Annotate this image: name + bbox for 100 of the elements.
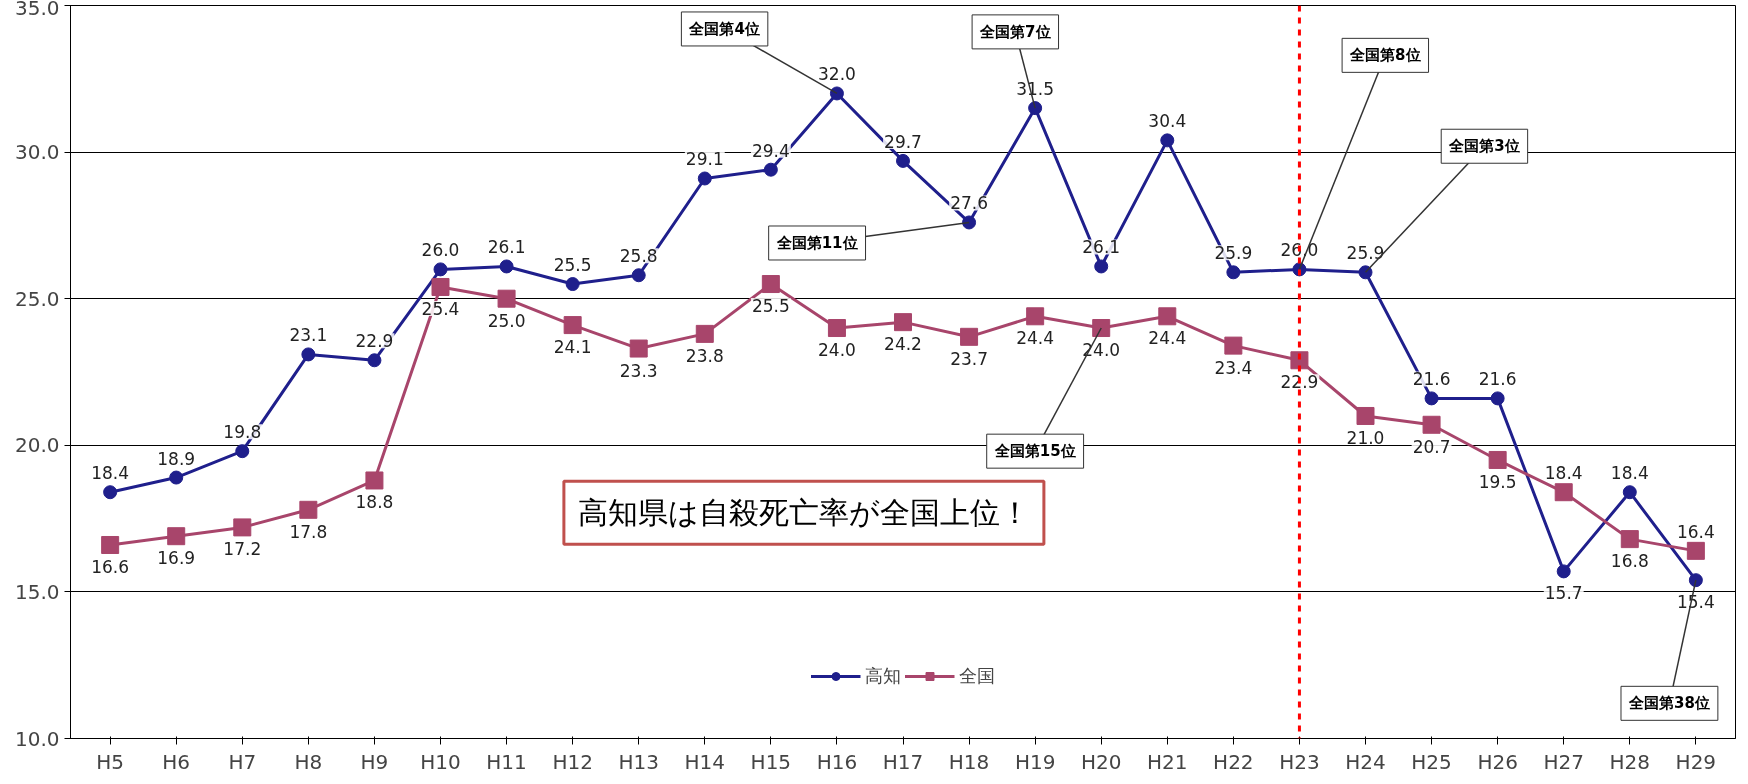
point	[1160, 133, 1175, 148]
point	[695, 324, 714, 343]
annotation: 高知県は自殺死亡率が全国上位！	[577, 495, 1030, 531]
point	[1224, 336, 1243, 355]
point	[499, 259, 514, 274]
data-label: 18.8	[355, 492, 394, 513]
data-label: 15.7	[1544, 583, 1583, 604]
point	[233, 518, 252, 537]
point	[1358, 265, 1373, 280]
x-tick-label: H6	[162, 749, 191, 774]
x-tick-label: H24	[1345, 749, 1386, 774]
data-label: 19.8	[223, 422, 262, 443]
annotation: 全国第38位	[1627, 694, 1710, 713]
data-label: 30.4	[1148, 111, 1187, 132]
data-label: 23.8	[685, 345, 724, 366]
x-tick-label: H25	[1411, 749, 1452, 774]
data-label: 16.4	[1676, 521, 1715, 542]
point	[827, 319, 846, 338]
point	[1422, 415, 1441, 434]
point	[1028, 101, 1043, 116]
point	[103, 485, 118, 500]
point	[167, 527, 186, 546]
legend-label: 高知	[865, 664, 901, 688]
point	[301, 347, 316, 362]
data-label: 24.4	[1016, 328, 1055, 349]
data-label: 18.4	[1544, 463, 1583, 484]
data-label: 26.1	[1082, 237, 1121, 258]
data-label: 20.7	[1412, 436, 1451, 457]
data-label: 26.1	[487, 237, 526, 258]
data-label: 16.6	[91, 556, 130, 577]
point	[1556, 564, 1571, 579]
data-label: 24.4	[1148, 328, 1187, 349]
x-tick-label: H21	[1147, 749, 1188, 774]
data-label: 29.7	[884, 131, 922, 152]
point	[829, 86, 844, 101]
point	[367, 353, 382, 368]
point	[1620, 530, 1639, 549]
data-label: 17.8	[289, 521, 328, 542]
point	[235, 444, 250, 459]
data-label: 26.0	[421, 240, 460, 261]
data-label: 18.9	[157, 448, 196, 469]
y-tick-label: 10.0	[14, 726, 60, 751]
data-label: 24.2	[884, 334, 922, 355]
data-label: 32.0	[818, 64, 856, 85]
x-tick-label: H20	[1080, 749, 1122, 774]
point	[1488, 450, 1507, 469]
data-label: 17.2	[223, 539, 262, 560]
point	[1688, 573, 1703, 588]
point	[565, 277, 580, 292]
x-tick-label: H7	[228, 749, 257, 774]
x-tick-label: H23	[1279, 749, 1320, 774]
data-label: 25.8	[619, 246, 658, 267]
data-label: 23.1	[289, 325, 328, 346]
point	[1094, 259, 1109, 274]
point	[497, 289, 516, 308]
point	[299, 500, 318, 519]
x-tick-label: H8	[294, 749, 323, 774]
point	[563, 316, 582, 335]
point	[1158, 307, 1177, 326]
x-tick-label: H28	[1609, 749, 1651, 774]
data-label: 27.6	[950, 193, 989, 214]
y-tick-label: 35.0	[14, 0, 60, 20]
point	[1424, 391, 1439, 406]
point	[1026, 307, 1045, 326]
point	[631, 268, 646, 283]
data-label: 21.0	[1346, 427, 1385, 448]
data-label: 22.9	[1280, 372, 1319, 393]
point	[960, 327, 979, 346]
annotation: 全国第15位	[993, 442, 1076, 461]
x-tick-label: H16	[816, 749, 858, 774]
data-label: 23.7	[950, 348, 989, 369]
x-tick-label: H11	[486, 749, 527, 774]
data-label: 18.4	[1610, 463, 1649, 484]
legend-label: 全国	[959, 664, 995, 688]
point	[1226, 265, 1241, 280]
x-tick-label: H15	[750, 749, 792, 774]
data-label: 21.6	[1478, 369, 1517, 390]
point	[1290, 351, 1309, 370]
x-tick-label: H18	[948, 749, 990, 774]
point	[761, 275, 780, 294]
y-tick-label: 20.0	[14, 433, 60, 458]
point	[1686, 541, 1705, 560]
x-tick-label: H29	[1675, 749, 1717, 774]
annotation: 全国第3位	[1448, 137, 1520, 156]
data-label: 25.0	[487, 310, 526, 331]
x-tick-label: H22	[1213, 749, 1254, 774]
data-label: 18.4	[91, 463, 130, 484]
point	[169, 470, 184, 485]
data-label: 24.1	[553, 337, 592, 358]
data-label: 25.5	[553, 255, 592, 276]
point	[629, 339, 648, 358]
data-label: 25.9	[1214, 243, 1253, 264]
point	[1092, 319, 1111, 338]
data-label: 25.9	[1346, 243, 1385, 264]
data-label: 23.3	[619, 360, 658, 381]
y-tick-label: 25.0	[14, 286, 60, 311]
point	[433, 262, 448, 277]
y-tick-label: 30.0	[14, 140, 60, 165]
x-tick-label: H26	[1477, 749, 1518, 774]
point	[1490, 391, 1505, 406]
